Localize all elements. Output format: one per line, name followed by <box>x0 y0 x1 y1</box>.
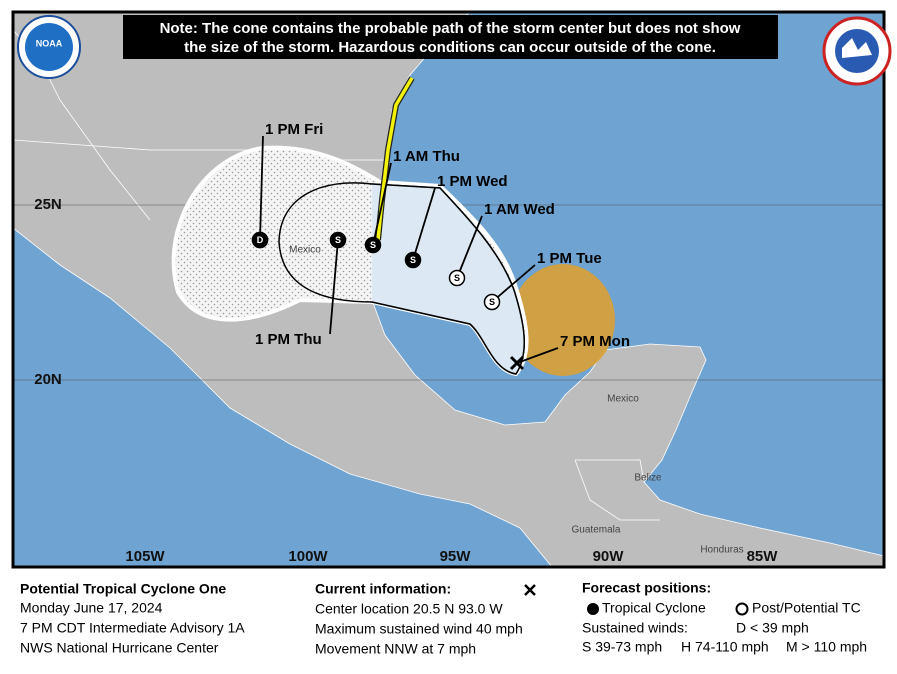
leader-line <box>412 187 436 261</box>
noaa-logo-inner <box>25 23 73 71</box>
marker-letter: S <box>489 297 495 307</box>
place-label: Guatemala <box>572 525 621 536</box>
note: the size of the storm. Hazardous conditi… <box>184 39 716 56</box>
winds: D < 39 mph <box>736 620 809 636</box>
forecast-time: 1 PM Tue <box>537 250 602 267</box>
forecast-time: 1 AM Thu <box>393 148 460 165</box>
forecast-title: Forecast positions: <box>582 580 711 596</box>
cone-day1-3 <box>372 184 525 374</box>
forecast-marker <box>251 231 269 249</box>
place-label: Honduras <box>700 545 743 556</box>
place-label: Mexico <box>607 394 639 405</box>
leader-line <box>329 239 339 335</box>
lon-label: 95W <box>440 548 472 565</box>
marker-letter: S <box>370 240 376 250</box>
leader-line <box>456 215 483 279</box>
forecast-marker <box>329 231 347 249</box>
legend-label: Tropical Cyclone <box>602 600 706 616</box>
lon-label: 100W <box>288 548 328 565</box>
storm-date: Monday June 17, 2024 <box>20 600 163 616</box>
forecast-marker <box>404 251 422 269</box>
winds: M > 110 mph <box>786 639 867 655</box>
forecast-time: 1 PM Thu <box>255 331 322 348</box>
lon-label: 105W <box>125 548 165 565</box>
note-box <box>123 15 778 59</box>
forecast-marker <box>364 236 382 254</box>
note: Note: The cone contains the probable pat… <box>160 20 741 37</box>
leader-line <box>259 135 264 241</box>
leader-line <box>516 347 559 364</box>
forecast-time: 1 PM Fri <box>265 121 323 138</box>
current-title: Current information: <box>315 581 451 597</box>
current-line: Movement NNW at 7 mph <box>315 641 476 657</box>
marker-letter: S <box>335 235 341 245</box>
current-line: Center location 20.5 N 93.0 W <box>315 601 503 617</box>
forecast-marker <box>448 269 466 287</box>
noaa-text: NOAA <box>36 38 63 48</box>
map-frame <box>11 10 886 569</box>
storm-advisory: 7 PM CDT Intermediate Advisory 1A <box>20 620 245 636</box>
leader-line <box>372 162 392 246</box>
current-line: Maximum sustained wind 40 mph <box>315 621 523 637</box>
legend-filled <box>587 603 599 615</box>
forecast-time: 1 PM Wed <box>437 173 508 190</box>
nws-logo-mark <box>842 38 872 58</box>
winds: S 39-73 mph <box>582 639 662 655</box>
lat-label: 20N <box>34 371 62 388</box>
forecast-marker <box>483 293 501 311</box>
leader-line <box>491 264 536 303</box>
place-label: Mexico <box>289 245 321 256</box>
current-symbol <box>524 584 536 596</box>
forecast-time: 1 AM Wed <box>484 201 555 218</box>
marker-letter: S <box>454 273 460 283</box>
marker-letter: S <box>410 255 416 265</box>
winds: H 74-110 mph <box>681 639 769 655</box>
legend-label: Post/Potential TC <box>752 600 861 616</box>
watch-area <box>511 264 615 376</box>
forecast-time: 7 PM Mon <box>560 333 630 350</box>
place-label: Belize <box>634 473 662 484</box>
current-position <box>509 355 525 371</box>
lon-label: 85W <box>747 548 779 565</box>
pacific <box>13 227 553 567</box>
legend-open <box>735 602 749 616</box>
storm-center: NWS National Hurricane Center <box>20 640 219 656</box>
marker-letter: D <box>257 235 264 245</box>
lat-label: 25N <box>34 196 62 213</box>
lon-label: 90W <box>593 548 625 565</box>
winds: Sustained winds: <box>582 620 688 636</box>
storm-name: Potential Tropical Cyclone One <box>20 581 226 597</box>
